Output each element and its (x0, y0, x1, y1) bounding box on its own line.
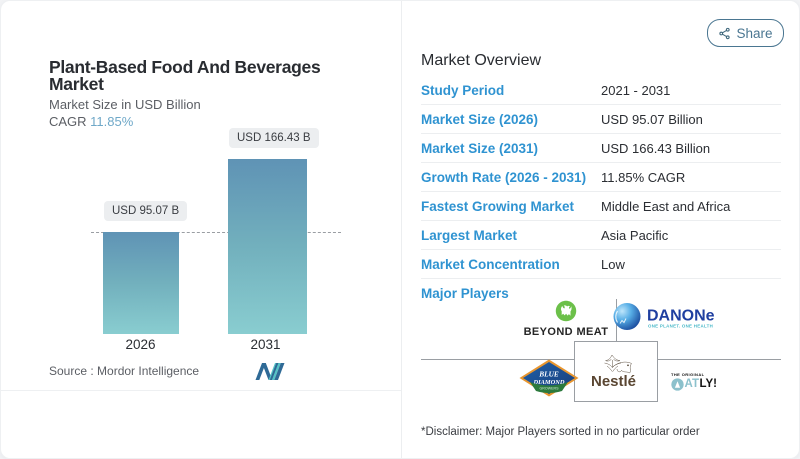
svg-text:DANONe: DANONe (647, 307, 715, 324)
svg-text:ONE PLANET. ONE HEALTH: ONE PLANET. ONE HEALTH (648, 323, 713, 328)
svg-text:BLUE: BLUE (538, 369, 559, 378)
svg-text:GROWERS: GROWERS (540, 386, 560, 390)
svg-text:Nestlé: Nestlé (591, 373, 636, 388)
